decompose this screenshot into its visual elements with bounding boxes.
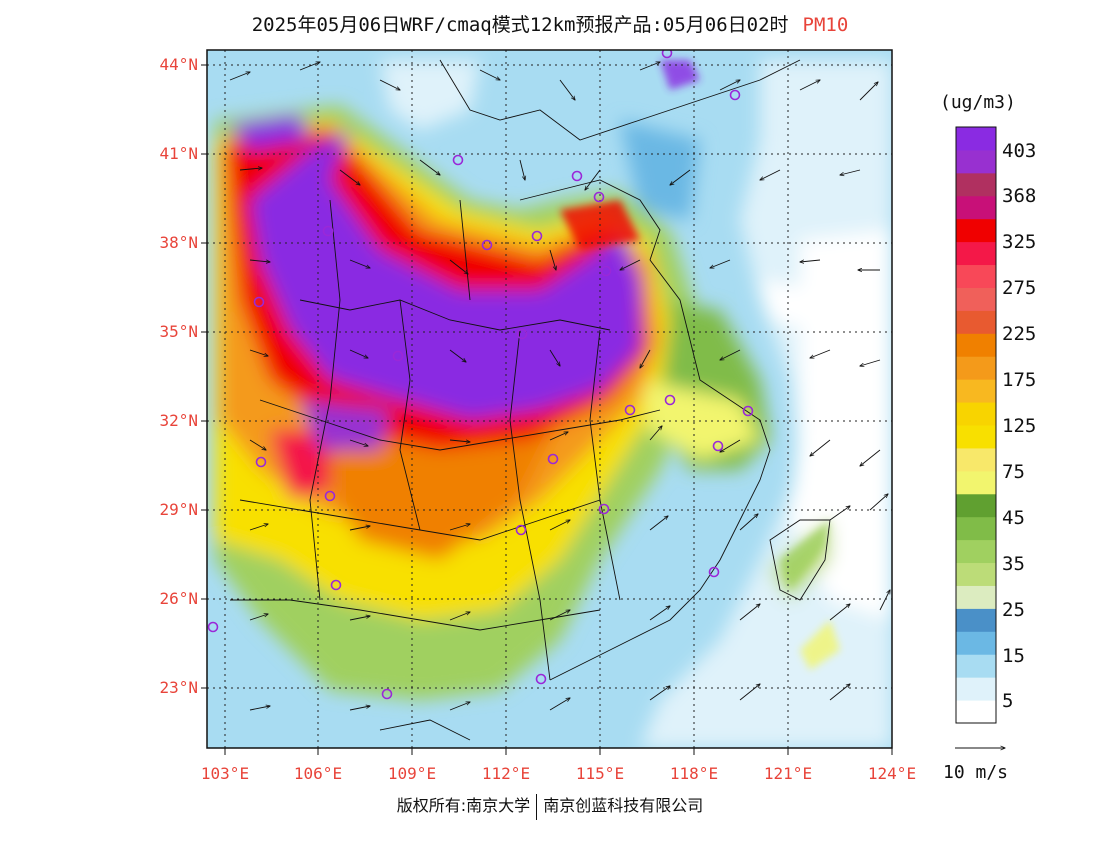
city-markers	[207, 50, 754, 700]
legend-swatch	[956, 585, 996, 609]
lon-label: 103°E	[200, 764, 250, 783]
legend-swatch	[956, 516, 996, 541]
legend-swatch	[956, 310, 996, 334]
lat-label: 44°N	[159, 55, 198, 74]
pollution-field	[207, 50, 892, 748]
legend-label: 325	[1002, 231, 1037, 253]
legend-swatch	[956, 402, 996, 426]
lon-label: 109°E	[387, 764, 437, 783]
legend-swatch	[956, 333, 996, 357]
legend-swatch	[956, 149, 996, 174]
legend-label: 175	[1002, 369, 1037, 391]
legend-color-bar	[956, 127, 996, 724]
legend-swatch	[956, 425, 996, 449]
footer-divider	[536, 793, 538, 820]
legend-frame	[955, 126, 997, 724]
legend-swatch	[956, 264, 996, 288]
lon-label: 118°E	[669, 764, 719, 783]
legend-swatch	[956, 539, 996, 564]
lon-label: 121°E	[763, 764, 813, 783]
lat-label: 38°N	[159, 233, 198, 252]
title-text: 2025年05月06日WRF/cmaq模式12km预报产品:05月06日02时	[251, 14, 789, 36]
legend-label: 75	[1002, 461, 1025, 483]
lon-label: 106°E	[293, 764, 343, 783]
map-title: 2025年05月06日WRF/cmaq模式12km预报产品:05月06日02时 P…	[0, 10, 1100, 37]
boundaries	[230, 59, 831, 741]
legend-swatch	[956, 447, 996, 472]
legend-swatch	[956, 470, 996, 495]
legend-swatch	[956, 562, 996, 586]
legend-label: 35	[1002, 553, 1025, 575]
map-frame	[206, 49, 893, 749]
legend-swatch	[956, 356, 996, 380]
axis-ticks	[201, 64, 893, 755]
legend-swatch	[956, 700, 996, 724]
legend-swatch	[956, 493, 996, 518]
lat-label: 29°N	[159, 500, 198, 519]
lat-label: 35°N	[159, 322, 198, 341]
lat-label: 32°N	[159, 411, 198, 430]
wind-reference-label: 10 m/s	[943, 762, 1009, 783]
lon-label: 112°E	[481, 764, 531, 783]
legend-swatch	[956, 127, 996, 151]
legend-label: 15	[1002, 645, 1025, 667]
legend-label: 368	[1002, 185, 1037, 207]
legend-label: 225	[1002, 323, 1037, 345]
legend-swatch	[956, 654, 996, 678]
legend-swatch	[956, 677, 996, 701]
wind-vectors	[229, 62, 890, 711]
lat-label: 26°N	[159, 589, 198, 608]
legend-label: 25	[1002, 599, 1025, 621]
legend-unit: (ug/m3)	[940, 92, 1016, 113]
legend-swatch	[956, 195, 996, 220]
lat-label: 41°N	[159, 144, 198, 163]
legend-label: 275	[1002, 277, 1037, 299]
legend-swatch	[956, 631, 996, 655]
pollutant-label: PM10	[802, 14, 849, 36]
legend-label: 5	[1002, 690, 1014, 712]
legend-swatch	[956, 241, 996, 266]
legend-label: 125	[1002, 415, 1037, 437]
legend-label: 403	[1002, 140, 1037, 162]
copyright-footer: 版权所有:南京大学 南京创蓝科技有限公司	[0, 792, 1100, 820]
legend-swatch	[956, 608, 996, 632]
legend-swatch	[956, 218, 996, 243]
legend-swatch	[956, 379, 996, 403]
legend-swatch	[956, 172, 996, 197]
graticule	[207, 50, 892, 748]
lon-label: 115°E	[575, 764, 625, 783]
company-text: 南京创蓝科技有限公司	[543, 796, 704, 815]
lon-label: 124°E	[867, 764, 917, 783]
legend-label: 45	[1002, 507, 1025, 529]
lat-label: 23°N	[159, 678, 198, 697]
legend-swatch	[956, 287, 996, 311]
copyright-text: 版权所有:南京大学	[396, 796, 531, 815]
